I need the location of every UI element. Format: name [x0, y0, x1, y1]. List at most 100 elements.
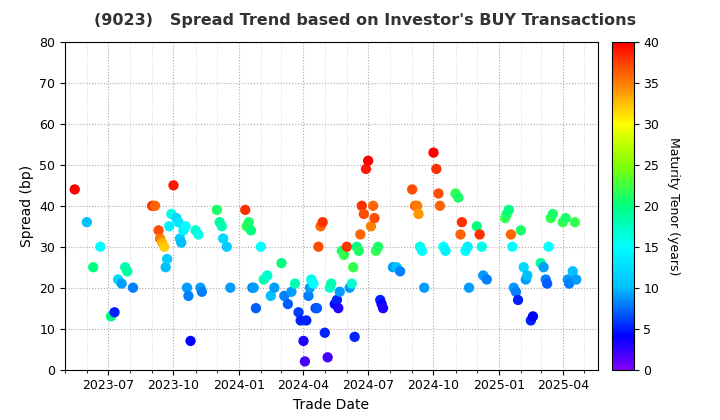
Point [258, 276, 269, 283]
Point [416, 247, 428, 254]
Point [507, 243, 518, 250]
Point [525, 317, 536, 324]
Point [510, 289, 522, 295]
Point [240, 207, 251, 213]
Point [149, 202, 161, 209]
Point [501, 210, 513, 217]
Point [163, 223, 175, 230]
Point [338, 252, 350, 258]
Point [459, 247, 471, 254]
Point [545, 215, 557, 221]
Point [376, 301, 387, 307]
Point [567, 268, 578, 275]
Point [176, 239, 187, 246]
Point [346, 280, 358, 287]
Point [433, 190, 444, 197]
Point [241, 223, 253, 230]
Point [310, 305, 321, 312]
Point [185, 338, 197, 344]
Point [562, 276, 574, 283]
Y-axis label: Maturity Tenor (years): Maturity Tenor (years) [667, 136, 680, 275]
Point [462, 243, 473, 250]
Point [311, 305, 323, 312]
Point [302, 292, 314, 299]
Point [547, 210, 559, 217]
Point [173, 219, 184, 226]
Point [348, 264, 359, 270]
Point [411, 202, 423, 209]
Point [282, 301, 294, 307]
Point [434, 202, 446, 209]
Point [538, 264, 549, 270]
Point [324, 284, 336, 291]
Y-axis label: Spread (bp): Spread (bp) [19, 165, 34, 247]
Point [168, 182, 179, 189]
Point [299, 358, 310, 365]
Point [344, 284, 356, 291]
Point [146, 202, 158, 209]
Point [500, 215, 511, 221]
Point [505, 231, 517, 238]
Point [570, 276, 582, 283]
Point [365, 223, 377, 230]
Point [471, 223, 482, 230]
Point [225, 284, 236, 291]
Point [341, 243, 353, 250]
Point [518, 264, 529, 270]
Point [178, 227, 189, 234]
Point [161, 256, 173, 262]
Point [453, 194, 464, 201]
Point [265, 292, 276, 299]
Point [372, 243, 384, 250]
Point [305, 276, 317, 283]
Point [246, 227, 257, 234]
Point [181, 284, 193, 291]
Point [557, 219, 569, 226]
Point [358, 210, 369, 217]
Point [216, 223, 228, 230]
Point [387, 264, 399, 270]
Point [304, 284, 315, 291]
Point [156, 239, 168, 246]
Point [307, 280, 319, 287]
Point [481, 276, 492, 283]
Point [440, 247, 451, 254]
Point [105, 313, 117, 320]
Point [377, 305, 389, 312]
Point [527, 313, 539, 320]
Point [109, 309, 120, 316]
Point [413, 210, 424, 217]
Point [322, 354, 333, 361]
Point [540, 276, 552, 283]
Point [520, 276, 531, 283]
Point [333, 305, 344, 312]
Point [535, 260, 546, 266]
Point [248, 284, 259, 291]
Point [221, 243, 233, 250]
Text: (9023)   Spread Trend based on Investor's BUY Transactions: (9023) Spread Trend based on Investor's … [94, 13, 636, 28]
Point [171, 215, 182, 221]
Point [246, 284, 258, 291]
Point [289, 280, 301, 287]
Point [560, 215, 572, 221]
Point [194, 284, 206, 291]
Point [293, 309, 305, 316]
Point [243, 219, 255, 226]
Point [374, 297, 386, 303]
Point [122, 268, 133, 275]
Point [154, 235, 166, 242]
Point [503, 207, 515, 213]
Point [325, 280, 337, 287]
Point [127, 284, 139, 291]
Point [349, 333, 361, 340]
Point [336, 247, 348, 254]
Point [217, 235, 229, 242]
Point [180, 223, 192, 230]
Point [370, 247, 382, 254]
Point [409, 202, 420, 209]
Point [541, 280, 553, 287]
Point [211, 207, 222, 213]
Point [521, 272, 533, 279]
Point [120, 264, 131, 270]
Point [196, 289, 207, 295]
